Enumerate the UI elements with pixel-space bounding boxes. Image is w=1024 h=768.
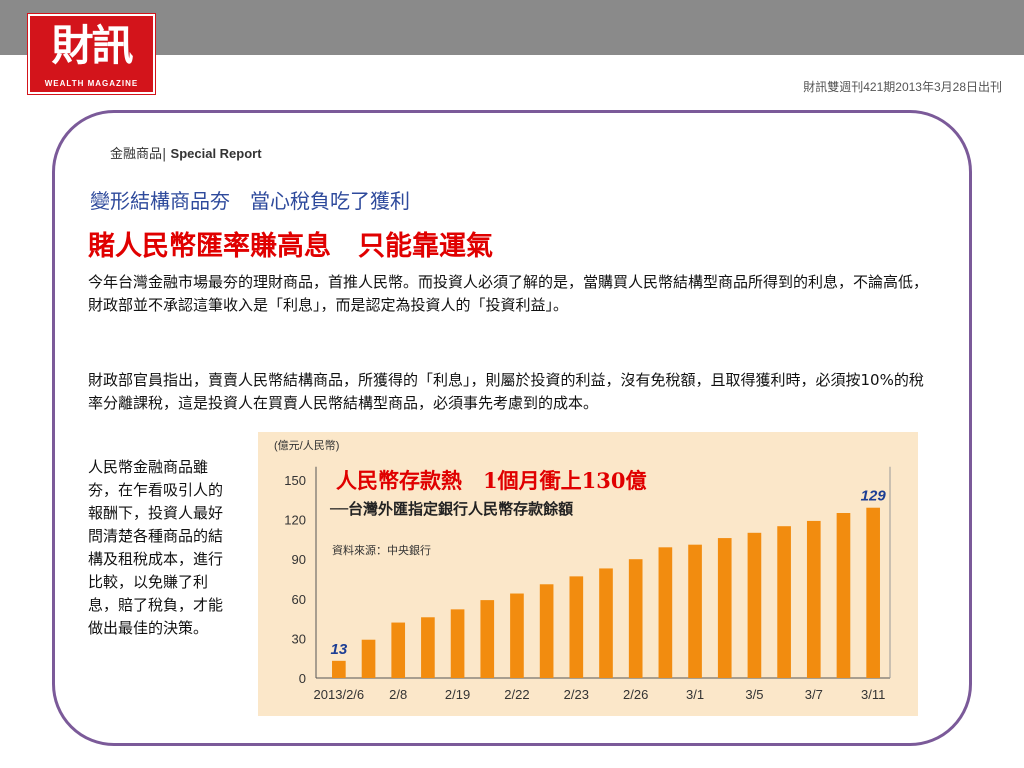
x-tick-label: 2/19 (445, 687, 470, 702)
bar (539, 584, 554, 678)
y-tick-label: 120 (284, 513, 306, 528)
section-label: 金融商品| Special Report (110, 143, 262, 162)
bar (747, 532, 762, 678)
bar (866, 507, 880, 678)
paragraph-2: 財政部官員指出，賣賣人民幣結構商品，所獲得的「利息」，則屬於投資的利益，沒有免稅… (88, 371, 924, 412)
bar (510, 593, 524, 678)
bar (569, 576, 584, 678)
x-tick-label: 2/23 (564, 687, 589, 702)
x-tick-label: 2/8 (389, 687, 407, 702)
x-tick-label: 3/1 (686, 687, 704, 702)
side-text: 人民幣金融商品雖夯，在乍看吸引人的報酬下，投資人最好問清楚各種商品的結構及租稅成… (88, 458, 224, 637)
bar (836, 513, 851, 678)
section-label-zh: 金融商品| (110, 147, 167, 162)
y-tick-label: 60 (292, 592, 306, 607)
bar (450, 609, 465, 678)
y-tick-label: 150 (284, 473, 306, 488)
deposit-bar-chart: (億元/人民幣) 0 30 60 90 120 150 2013/2/6 13 2/8 2/19… (258, 432, 918, 716)
y-tick-label: 30 (292, 631, 306, 646)
y-tick-label: 90 (292, 552, 306, 567)
x-tick-label: 2013/2/6 (314, 687, 365, 702)
bar (361, 639, 376, 678)
chart-unit-label: (億元/人民幣) (274, 439, 339, 452)
x-tick-label: 3/5 (745, 687, 763, 702)
x-tick-label: 3/7 (805, 687, 823, 702)
bar (628, 559, 643, 678)
top-banner (0, 0, 1024, 55)
bar (332, 660, 346, 678)
bar (391, 622, 406, 678)
issue-info: 財訊雙週刊421期2013年3月28日出刊 (803, 80, 1002, 94)
bar (806, 520, 821, 678)
bar (599, 568, 613, 678)
subheadline: 變形結構商品夯 當心稅負吃了獲利 (90, 189, 410, 213)
logo-title: 財訊 (51, 21, 133, 70)
chart-title: 人民幣存款熱 1個月衝上130億 (336, 468, 646, 493)
bar (688, 544, 702, 678)
x-tick-label: 2/26 (623, 687, 648, 702)
content-frame (52, 110, 972, 746)
headline: 賭人民幣匯率賺高息 只能靠運氣 (88, 231, 493, 262)
bar-data-label: 129 (861, 488, 887, 505)
bar (777, 526, 791, 678)
wealth-magazine-logo: 財訊 WEALTH MAGAZINE (27, 13, 156, 95)
y-tick-label: 0 (299, 671, 306, 686)
bar (421, 617, 435, 678)
bar-data-label: 13 (330, 641, 347, 658)
chart-source: 資料來源：中央銀行 (332, 543, 431, 557)
paragraph-1: 今年台灣金融市場最夯的理財商品，首推人民幣。而投資人必須了解的是，當購買人民幣結… (88, 273, 929, 314)
chart-subtitle: ──台灣外匯指定銀行人民幣存款餘額 (329, 500, 573, 518)
x-tick-label: 3/11 (861, 687, 885, 702)
bar (717, 538, 732, 678)
logo-subtitle: WEALTH MAGAZINE (44, 79, 139, 88)
section-label-en: Special Report (170, 146, 262, 161)
bar (480, 600, 495, 678)
x-tick-label: 2/22 (504, 687, 529, 702)
bar (658, 547, 673, 678)
